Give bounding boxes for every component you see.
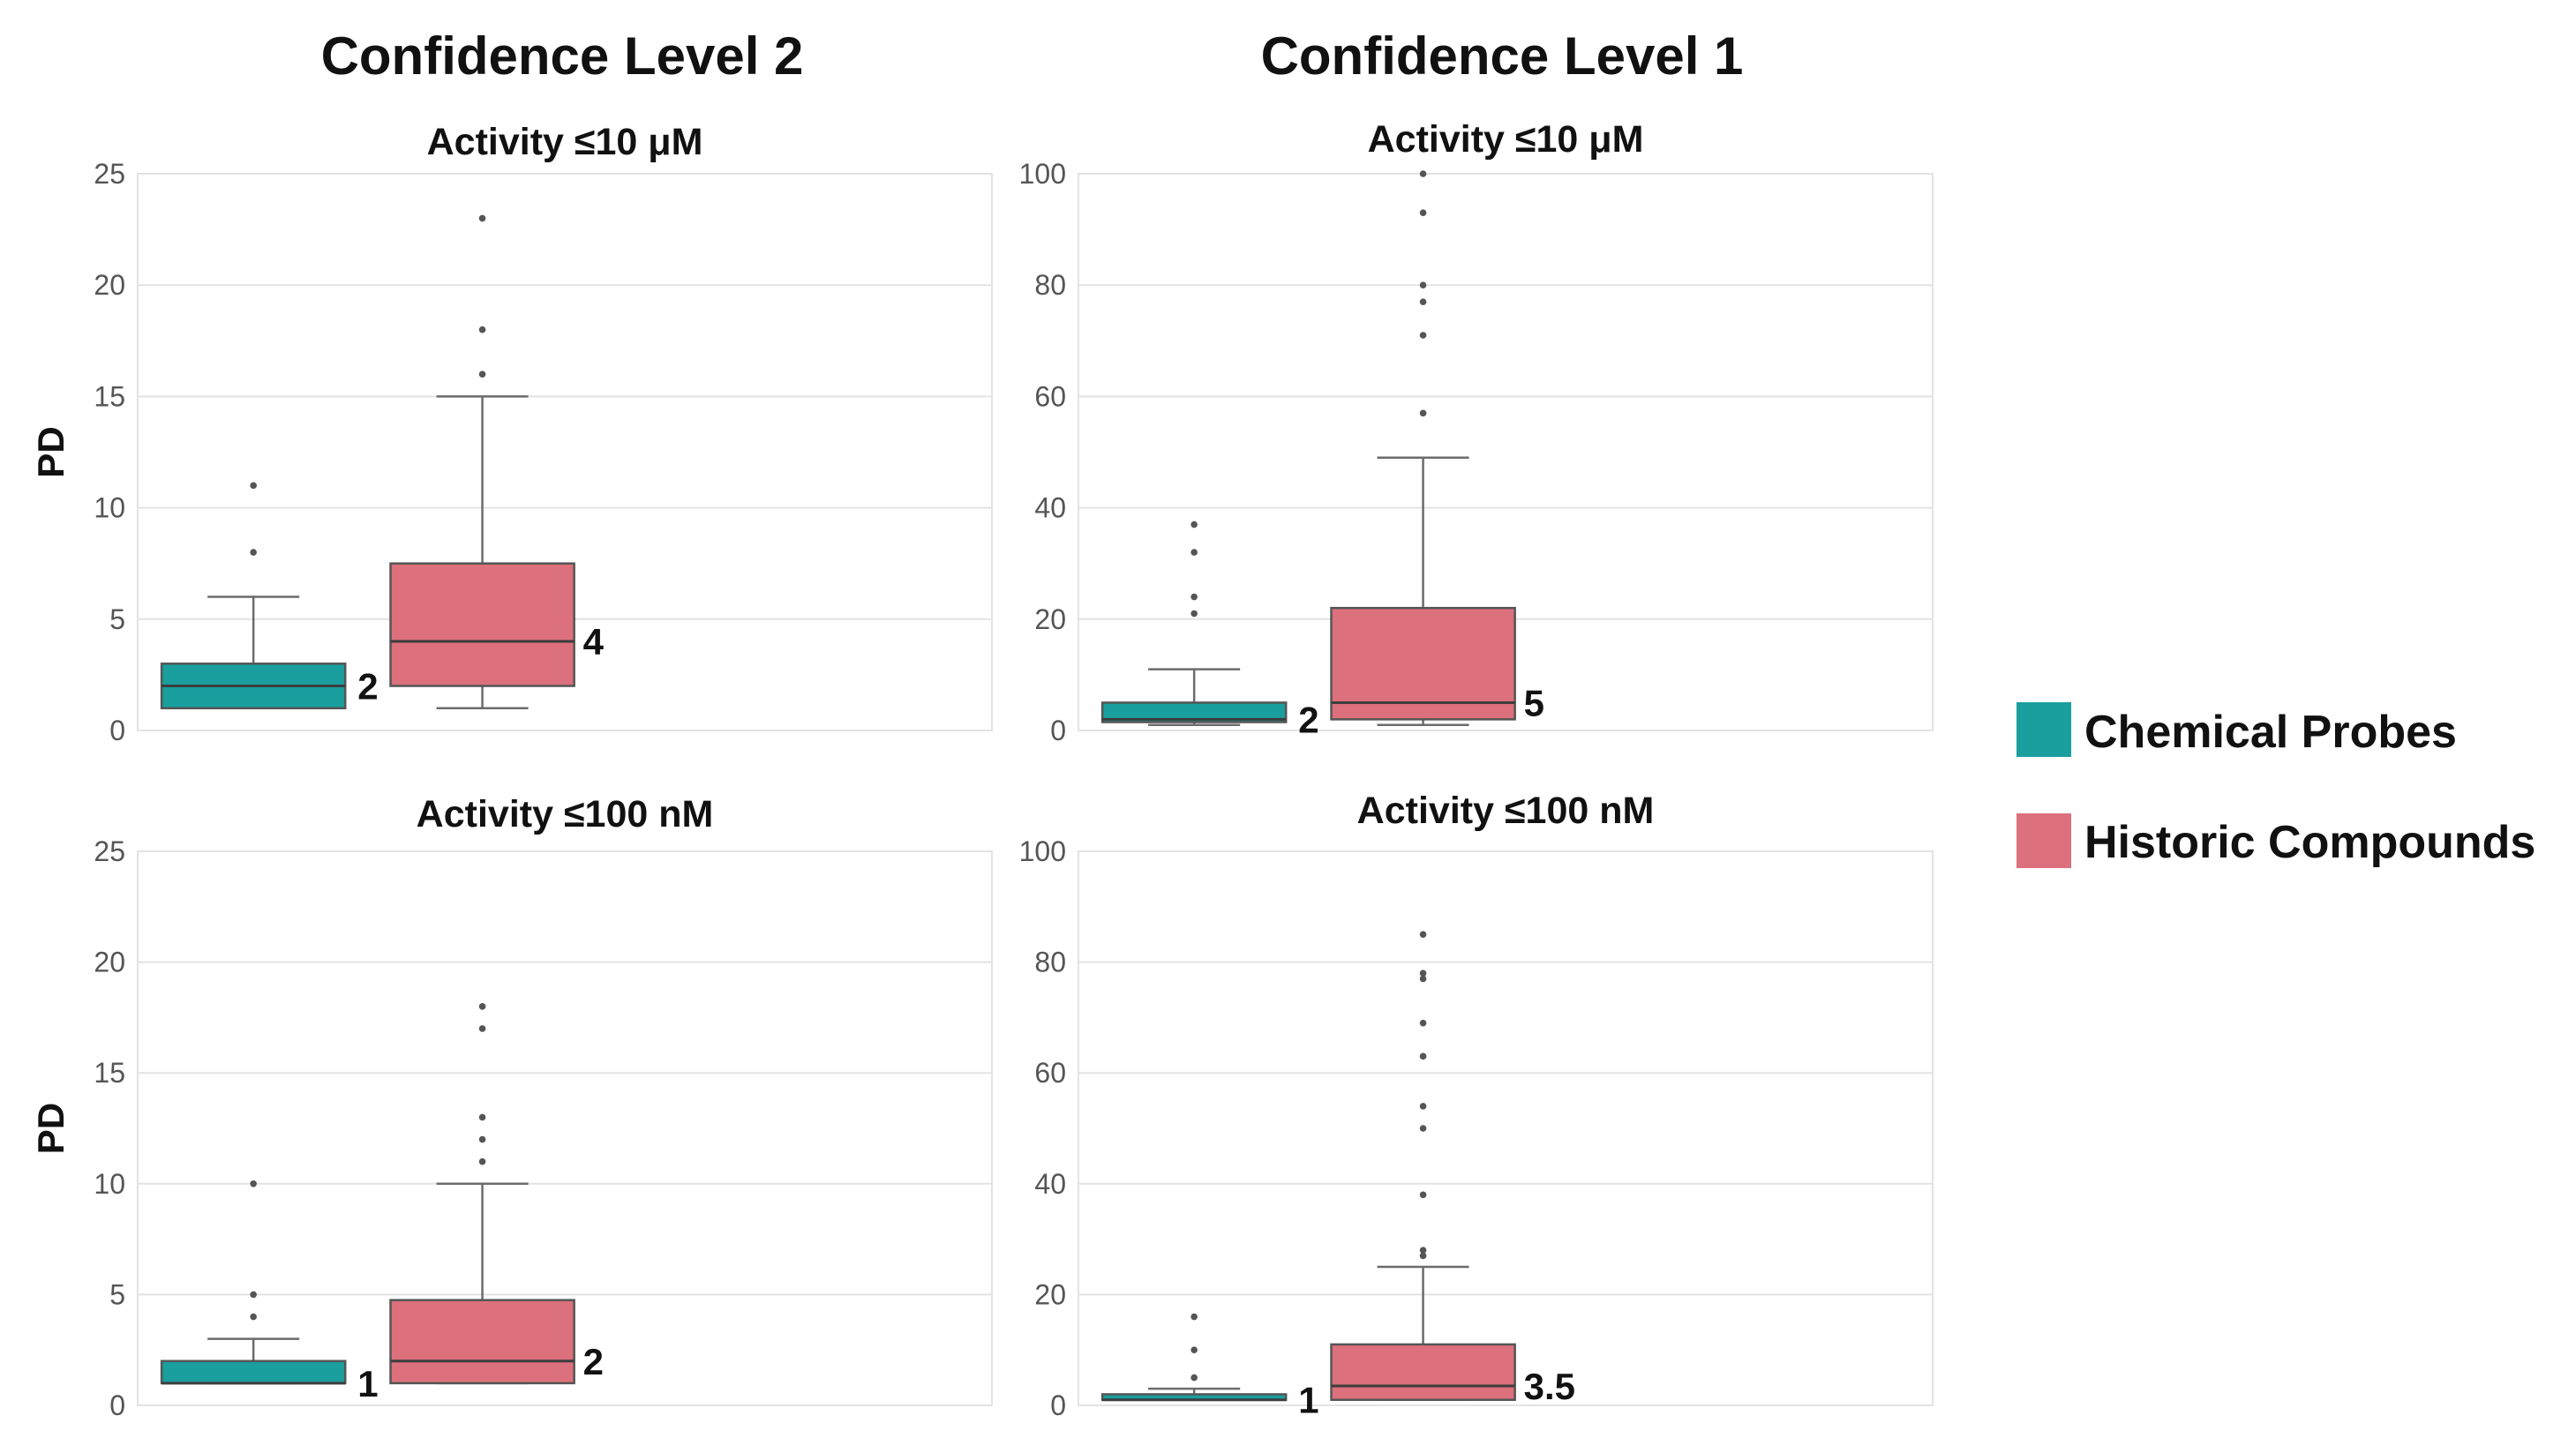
panel3-y-tick-label: 40 — [1034, 1168, 1066, 1200]
panel3-historic-compounds-outlier — [1419, 1125, 1427, 1132]
panel2-chemical-probes-outlier — [250, 1313, 257, 1321]
panel1-chemical-probes-outlier — [1190, 610, 1198, 618]
panel-level2-100nM: 0 5 10 15 20 25 Activity ≤100 nM PD 1 2 — [30, 793, 993, 1421]
panel3-historic-compounds-outlier — [1419, 1247, 1427, 1254]
panel3-chemical-probes-outlier — [1190, 1346, 1198, 1353]
panel0-historic-compounds-median-label: 4 — [583, 621, 605, 663]
panel3-historic-compounds-outlier — [1419, 1019, 1427, 1027]
panel1-chemical-probes-median-label: 2 — [1298, 699, 1318, 740]
panel3-y-tick-label: 20 — [1034, 1278, 1066, 1310]
panel-level1-10uM: 0 20 40 60 80 100 Activity ≤10 μM 2 5 — [1019, 118, 1934, 746]
panel1-chemical-probes-box — [1100, 701, 1288, 723]
panel3-chemical-probes-outlier — [1190, 1313, 1198, 1321]
panel3-y-tick-label: 100 — [1019, 835, 1066, 867]
panel1-y-tick-label: 80 — [1034, 269, 1066, 301]
panel2-historic-compounds-outlier — [478, 1113, 486, 1121]
panel1-historic-compounds-outlier — [1419, 281, 1427, 289]
panel3-y-tick-label: 0 — [1050, 1389, 1066, 1421]
panel0-y-tick-label: 5 — [109, 603, 125, 635]
panel0-historic-compounds-box — [389, 562, 575, 687]
legend: Chemical Probes Historic Compounds — [2016, 702, 2535, 868]
panel3-historic-compounds-outlier — [1419, 1252, 1427, 1260]
panel0-title: Activity ≤10 μM — [427, 121, 703, 163]
panel0-y-tick-label: 0 — [109, 715, 125, 746]
panel3-historic-compounds-outlier — [1419, 970, 1427, 977]
panel3-y-tick-label: 80 — [1034, 947, 1066, 978]
panel0-y-tick-label: 20 — [94, 269, 125, 301]
panel3-chemical-probes-outlier — [1190, 1374, 1198, 1382]
panel2-y-tick-label: 25 — [94, 835, 125, 867]
column-title-confidence-2: Confidence Level 2 — [321, 26, 804, 86]
panel1-historic-compounds-outlier — [1419, 409, 1427, 417]
panel3-title: Activity ≤100 nM — [1357, 790, 1655, 832]
panel0-historic-compounds-outlier — [478, 371, 486, 378]
panel1-historic-compounds-outlier — [1419, 209, 1427, 216]
panel2-y-tick-label: 20 — [94, 947, 125, 978]
panel2-title: Activity ≤100 nM — [417, 793, 714, 835]
panel2-historic-compounds-box — [389, 1299, 575, 1385]
panel1-historic-compounds-outlier — [1419, 332, 1427, 339]
panel0-y-tick-label: 10 — [94, 492, 125, 524]
panel2-historic-compounds-outlier — [478, 1157, 486, 1165]
panel2-chemical-probes-median-label: 1 — [357, 1363, 378, 1404]
panel0-y-tick-label: 15 — [94, 380, 125, 412]
panel0-chemical-probes-outlier — [250, 482, 257, 490]
panel2-historic-compounds-median-label: 2 — [583, 1341, 604, 1382]
panel1-historic-compounds-outlier — [1419, 170, 1427, 177]
panel2-historic-compounds-outlier — [478, 1003, 486, 1010]
panel1-historic-compounds-box — [1330, 606, 1516, 721]
panel2-chemical-probes-box — [160, 1359, 347, 1385]
panel1-y-tick-label: 60 — [1034, 380, 1066, 412]
panel2-y-axis-label: PD — [30, 1103, 71, 1154]
panel0-y-axis-label: PD — [30, 426, 71, 477]
panel2-chemical-probes-outlier — [250, 1180, 257, 1187]
panel0-chemical-probes-outlier — [250, 549, 257, 556]
panel2-y-tick-label: 0 — [109, 1389, 125, 1421]
legend-label-chemical-probes: Chemical Probes — [2084, 707, 2457, 758]
panel0-chemical-probes-median-label: 2 — [357, 666, 378, 708]
panel3-historic-compounds-box — [1330, 1343, 1516, 1401]
panel3-historic-compounds-outlier — [1419, 975, 1427, 983]
legend-swatch-chemical-probes — [2016, 702, 2071, 757]
panel2-y-tick-label: 15 — [94, 1057, 125, 1089]
panel1-y-tick-label: 100 — [1019, 158, 1066, 190]
panel0-historic-compounds-outlier — [478, 326, 486, 333]
column-title-confidence-1: Confidence Level 1 — [1261, 26, 1744, 86]
panel3-historic-compounds-outlier — [1419, 1052, 1427, 1060]
panel3-historic-compounds-outlier — [1419, 1103, 1427, 1110]
panel3-chemical-probes-median-label: 1 — [1298, 1380, 1318, 1421]
panel1-title: Activity ≤10 μM — [1368, 118, 1644, 161]
panel1-historic-compounds-median-label: 5 — [1524, 682, 1544, 723]
panel2-historic-compounds-outlier — [478, 1135, 486, 1143]
panel0-y-tick-label: 25 — [94, 158, 125, 190]
panel3-historic-compounds-median-label: 3.5 — [1524, 1366, 1575, 1407]
legend-swatch-historic-compounds — [2016, 813, 2071, 868]
panel3-y-tick-label: 60 — [1034, 1057, 1066, 1089]
panel0-historic-compounds-outlier — [478, 214, 486, 222]
panel1-chemical-probes-outlier — [1190, 521, 1198, 528]
panel1-y-tick-label: 0 — [1050, 715, 1066, 746]
panel3-historic-compounds-outlier — [1419, 931, 1427, 938]
panel1-historic-compounds-outlier — [1419, 298, 1427, 305]
panel-level2-10uM: 0 5 10 15 20 25 Activity ≤10 μM PD 2 4 — [30, 121, 993, 746]
panel3-historic-compounds-outlier — [1419, 1191, 1427, 1199]
panel1-y-tick-label: 40 — [1034, 492, 1066, 524]
panel2-historic-compounds-outlier — [478, 1025, 486, 1032]
panel1-y-tick-label: 20 — [1034, 603, 1066, 635]
legend-label-historic-compounds: Historic Compounds — [2084, 817, 2535, 868]
panel1-chemical-probes-outlier — [1190, 549, 1198, 556]
panel3-plot-frame — [1078, 850, 1934, 1406]
panel2-y-tick-label: 5 — [109, 1278, 125, 1310]
panel2-chemical-probes-outlier — [250, 1291, 257, 1299]
panel2-y-tick-label: 10 — [94, 1168, 125, 1200]
panel-level1-100nM: 0 20 40 60 80 100 Activity ≤100 nM 1 3.5 — [1019, 790, 1934, 1421]
panel1-chemical-probes-outlier — [1190, 593, 1198, 601]
